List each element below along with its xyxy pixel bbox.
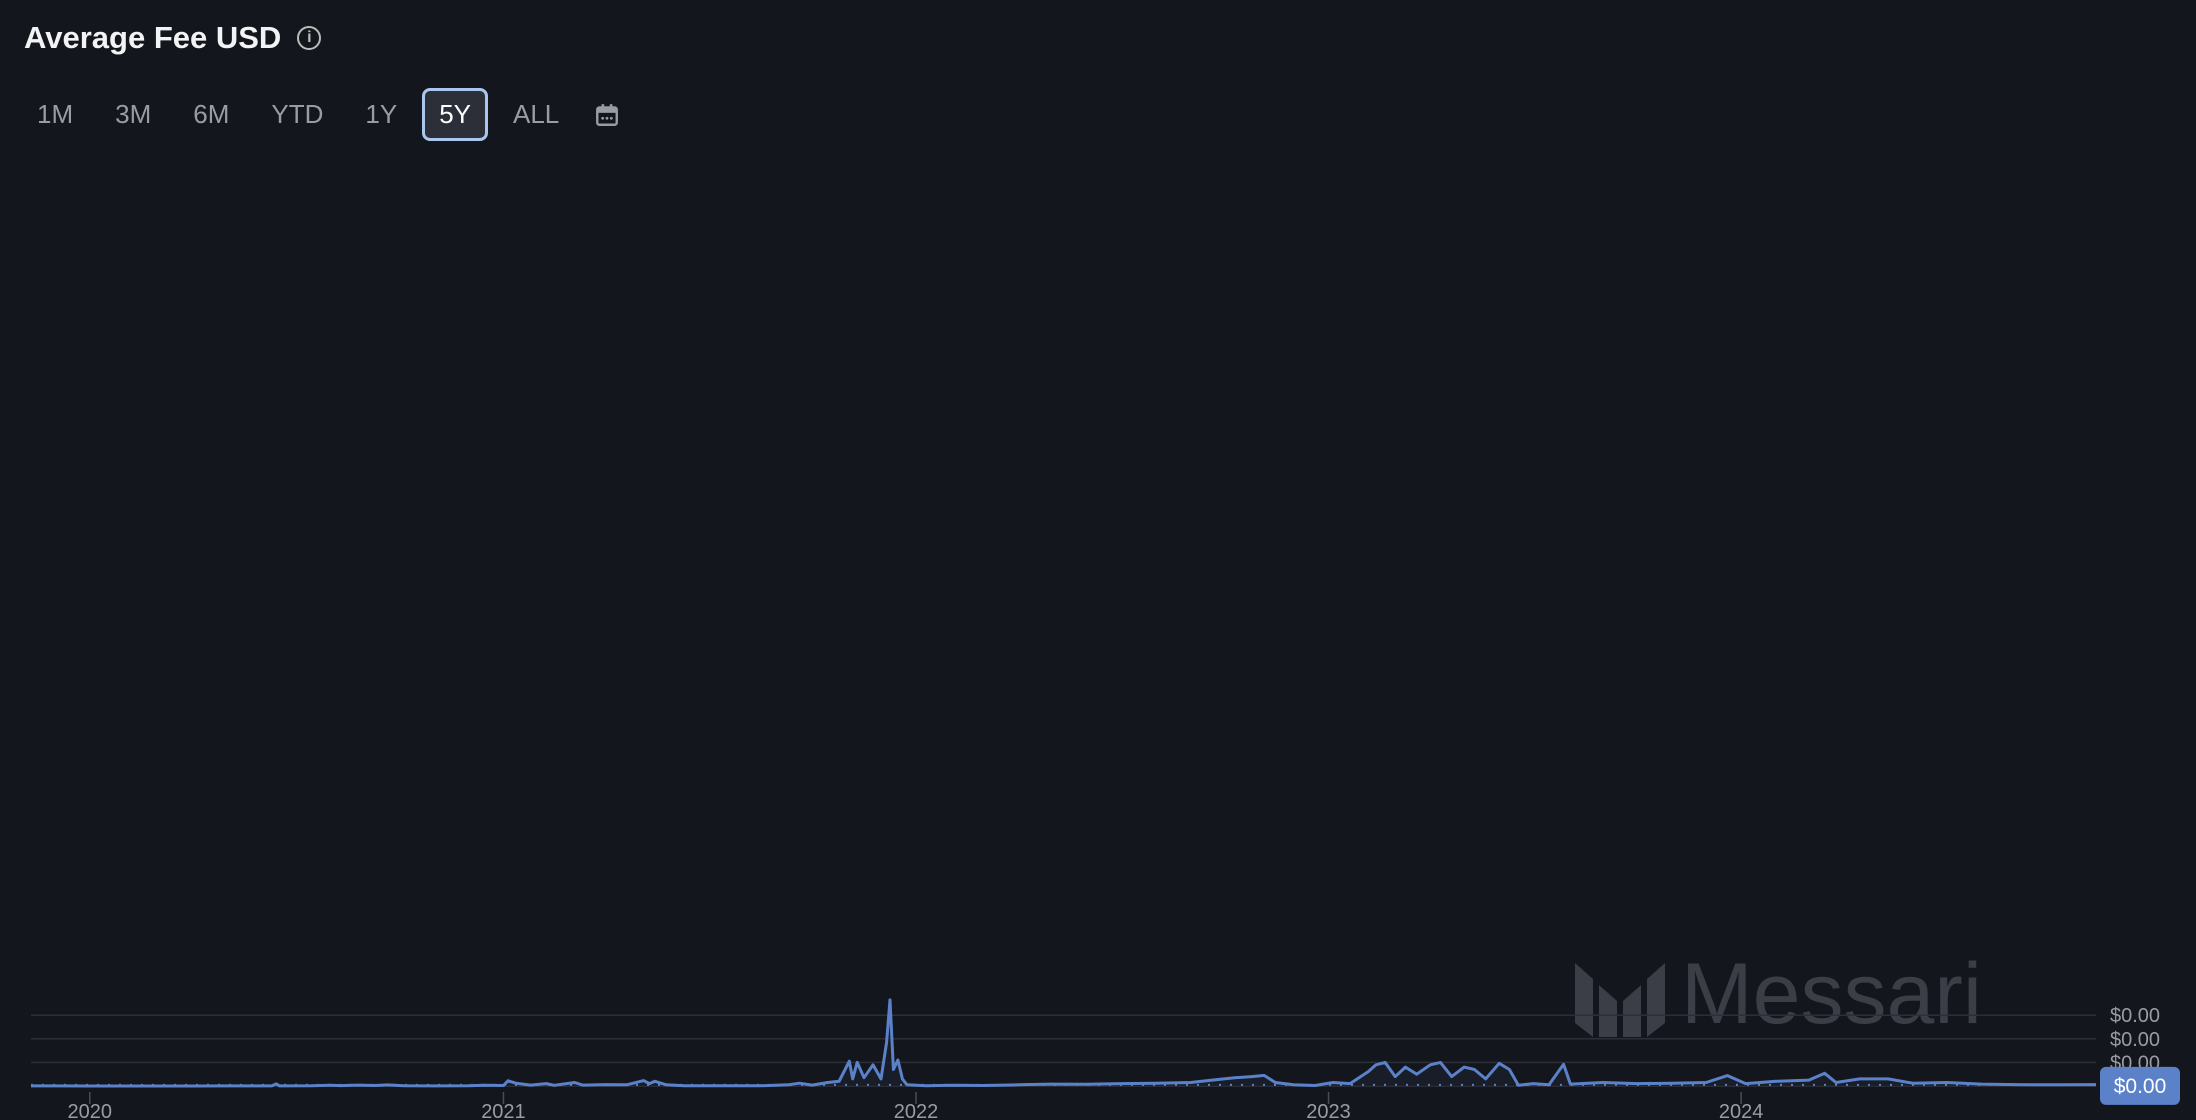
watermark-text: Messari xyxy=(1681,946,1983,1042)
series-line xyxy=(31,998,2097,1088)
y-tick-label: $0.00 xyxy=(2110,1029,2160,1051)
chart-title: Average Fee USD i xyxy=(24,20,322,56)
area-fill xyxy=(31,999,2096,1086)
current-value-label: $0.00 xyxy=(2114,1075,2167,1098)
y-tick-label: $0.00 xyxy=(2110,1005,2160,1027)
range-1m-button[interactable]: 1M xyxy=(20,88,90,141)
x-tick-label: 2022 xyxy=(894,1101,939,1120)
time-range-selector: 1M 3M 6M YTD 1Y 5Y ALL xyxy=(20,88,620,141)
calendar-icon[interactable] xyxy=(594,102,620,128)
range-1y-button[interactable]: 1Y xyxy=(348,88,414,141)
x-tick-label: 2020 xyxy=(68,1101,113,1120)
messari-logo-icon xyxy=(1575,962,1665,1037)
range-3m-button[interactable]: 3M xyxy=(98,88,168,141)
range-all-button[interactable]: ALL xyxy=(496,88,576,141)
range-ytd-button[interactable]: YTD xyxy=(254,88,340,141)
x-tick-label: 2024 xyxy=(1719,1101,1764,1120)
x-tick-label: 2021 xyxy=(481,1101,526,1120)
x-tick-label: 2023 xyxy=(1306,1101,1351,1120)
chart-title-text: Average Fee USD xyxy=(24,20,282,55)
messari-watermark: Messari xyxy=(1575,945,1982,1044)
range-6m-button[interactable]: 6M xyxy=(176,88,246,141)
current-value-badge xyxy=(2100,1066,2180,1105)
range-5y-button[interactable]: 5Y xyxy=(422,88,488,141)
info-circle-icon[interactable]: i xyxy=(297,26,322,50)
